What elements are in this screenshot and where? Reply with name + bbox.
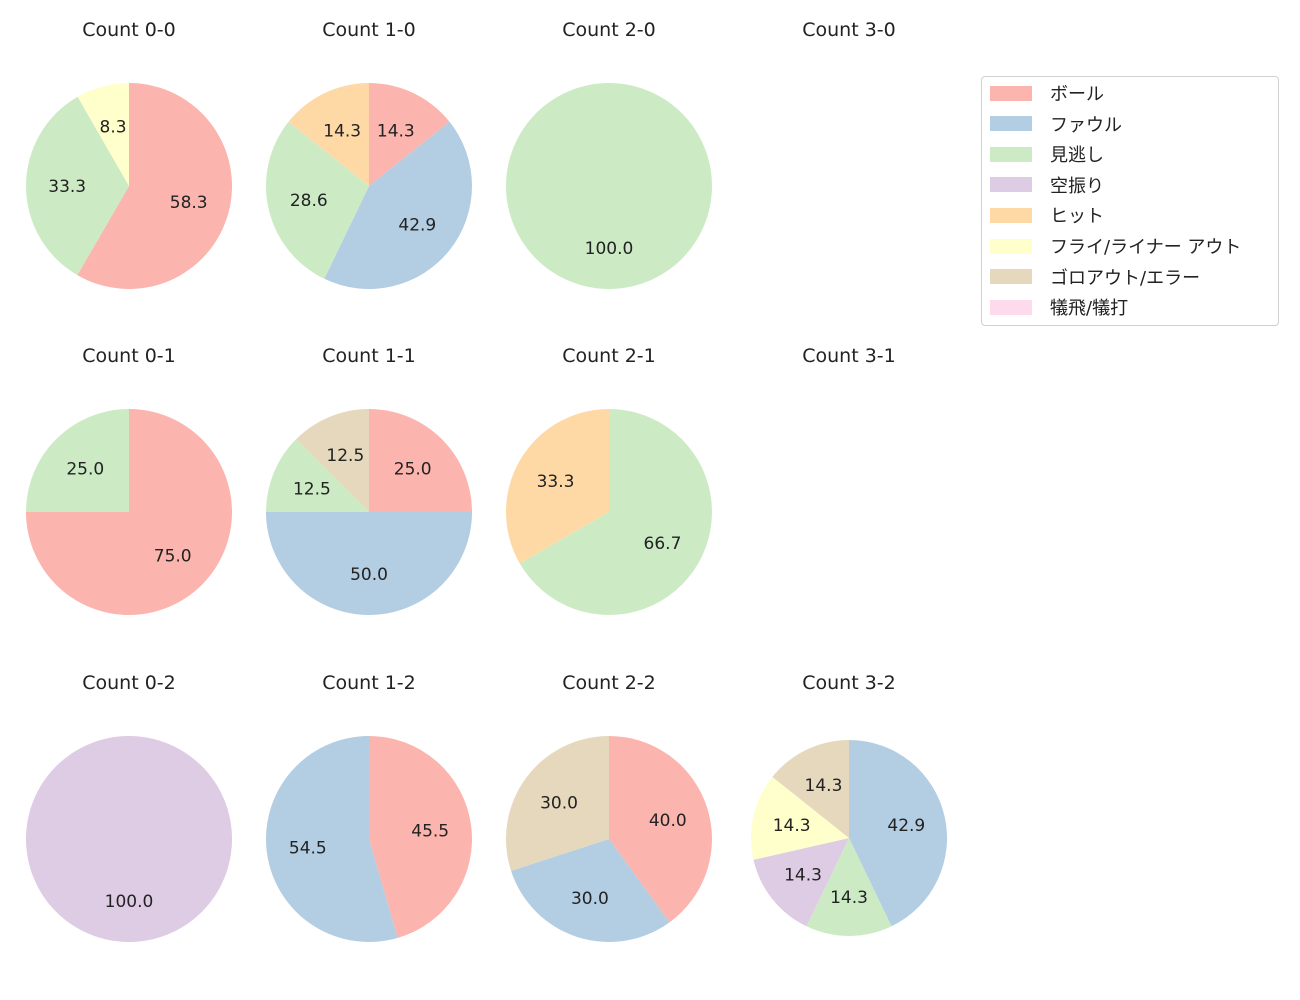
pie-title: Count 2-2 <box>562 672 656 694</box>
pie-title: Count 1-2 <box>322 672 416 694</box>
pie-slice <box>77 83 129 186</box>
pie-slice <box>77 83 233 289</box>
pie-slice <box>609 736 713 923</box>
pie-slice <box>519 409 712 615</box>
slice-label: 58.3 <box>170 193 208 213</box>
legend-label: 犠飛/犠打 <box>1050 298 1129 320</box>
pie-slice <box>369 83 450 186</box>
slice-label: 30.0 <box>540 794 578 814</box>
pie-title: Count 1-0 <box>322 19 416 41</box>
pie-slice <box>369 409 472 512</box>
pie-title: Count 1-1 <box>322 345 416 367</box>
legend-item: ボール <box>990 83 1104 105</box>
legend-swatch <box>990 116 1032 132</box>
slice-label: 42.9 <box>398 216 436 236</box>
pie-slice <box>511 839 670 942</box>
slice-label: 28.6 <box>290 191 328 211</box>
pie-slice <box>506 736 609 871</box>
pie-title: Count 0-1 <box>82 345 176 367</box>
slice-label: 33.3 <box>48 177 86 197</box>
legend-label: 見逃し <box>1050 145 1104 167</box>
pie-title: Count 0-2 <box>82 672 176 694</box>
legend-swatch <box>990 177 1032 193</box>
pie-slice <box>369 736 473 938</box>
slice-label: 45.5 <box>411 821 449 841</box>
pie-slice <box>849 740 947 927</box>
legend-item: 空振り <box>990 175 1104 197</box>
slice-label: 14.3 <box>323 121 361 141</box>
slice-label: 25.0 <box>394 459 432 479</box>
pie-slice <box>266 439 369 512</box>
pie-slice <box>26 409 129 512</box>
slice-label: 100.0 <box>105 892 154 912</box>
legend-label: ファウル <box>1050 114 1122 136</box>
pie-title: Count 2-1 <box>562 345 656 367</box>
legend: ボールファウル見逃し空振りヒットフライ/ライナー アウト ゴロアウト/エラー 犠飛/… <box>981 76 1279 326</box>
legend-swatch <box>990 299 1032 315</box>
pie-slice <box>296 409 369 512</box>
legend-item: ヒット <box>990 205 1104 228</box>
pie-slice <box>266 512 472 615</box>
pie-title: Count 0-0 <box>82 19 176 41</box>
legend-item: ファウル <box>990 114 1122 136</box>
legend-item: フライ/ライナー アウト <box>990 236 1242 258</box>
pie-slice <box>506 83 712 289</box>
slice-label: 25.0 <box>66 459 104 479</box>
slice-label: 8.3 <box>100 117 127 137</box>
slice-label: 12.5 <box>293 479 331 499</box>
legend-label: フライ/ライナー アウト <box>1050 237 1242 258</box>
pie-slice <box>806 838 892 936</box>
pie-slice <box>26 736 232 942</box>
slice-label: 14.3 <box>784 866 822 886</box>
pie-slice <box>288 83 369 186</box>
pie-title: Count 3-2 <box>802 672 896 694</box>
pie-slice <box>772 740 849 838</box>
pie-title: Count 3-0 <box>802 19 896 41</box>
legend-swatch <box>990 238 1032 254</box>
slice-label: 100.0 <box>585 239 634 259</box>
pie-slice <box>25 96 130 276</box>
slice-label: 75.0 <box>154 547 192 567</box>
legend-label: ヒット <box>1050 206 1104 228</box>
pie-slice <box>751 776 849 860</box>
slice-label: 14.3 <box>773 816 811 836</box>
slice-label: 42.9 <box>887 816 925 836</box>
slice-label: 12.5 <box>326 446 364 466</box>
legend-swatch <box>990 269 1032 285</box>
pie-slice <box>506 409 609 564</box>
legend-swatch <box>990 146 1032 162</box>
legend-swatch <box>990 207 1032 223</box>
pie-slice <box>266 736 398 942</box>
slice-label: 30.0 <box>571 889 609 909</box>
legend-label: ボール <box>1050 84 1104 105</box>
legend-item: 犠飛/犠打 <box>990 297 1129 320</box>
slice-label: 33.3 <box>537 472 575 492</box>
slice-label: 54.5 <box>289 839 327 859</box>
slice-label: 14.3 <box>805 776 843 796</box>
pie-slice <box>266 121 369 279</box>
legend-item: 見逃し <box>990 144 1104 167</box>
slice-label: 40.0 <box>649 811 687 831</box>
pie-title: Count 3-1 <box>802 345 896 367</box>
slice-label: 66.7 <box>644 534 682 554</box>
pie-slice <box>324 121 473 290</box>
legend-swatch <box>990 85 1032 101</box>
slice-label: 14.3 <box>377 121 415 141</box>
legend-label: ゴロアウト/エラー <box>1050 267 1201 289</box>
slice-label: 50.0 <box>350 565 388 585</box>
legend-item: ゴロアウト/エラー <box>990 267 1201 289</box>
pie-title: Count 2-0 <box>562 19 656 41</box>
pie-slice <box>753 838 849 927</box>
legend-label: 空振り <box>1050 175 1104 197</box>
slice-label: 14.3 <box>830 888 868 908</box>
